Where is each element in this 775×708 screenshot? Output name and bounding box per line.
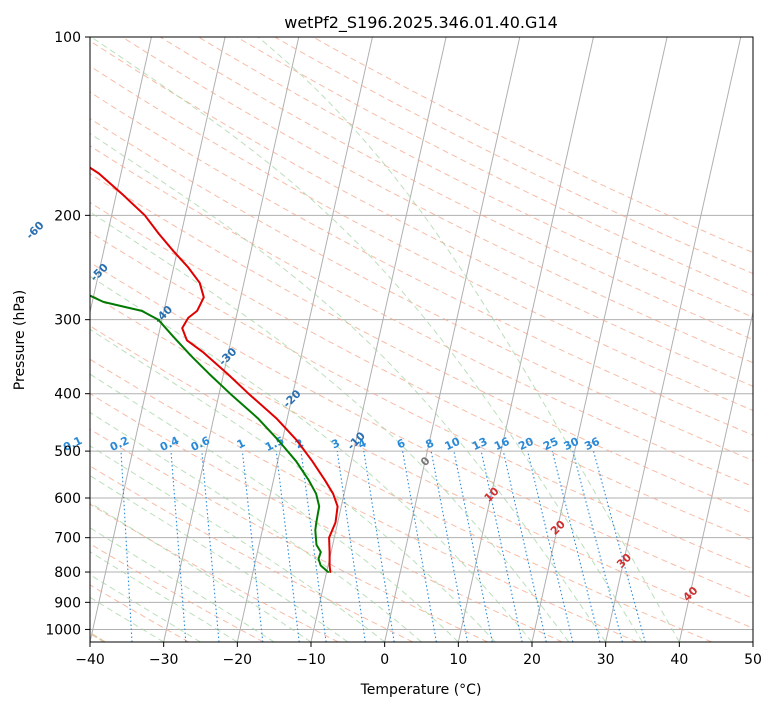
plot-frame <box>89 36 754 643</box>
dry-adiabat-line <box>312 37 753 254</box>
mixing-ratio-line <box>275 451 300 642</box>
y-tick-label: 100 <box>54 30 81 46</box>
x-tick-label: 20 <box>523 652 541 668</box>
mixing-ratio-line <box>480 450 523 642</box>
dry-adiabat-line <box>121 37 753 364</box>
isotherm-line <box>90 37 226 642</box>
mixing-ratio-line <box>502 450 547 642</box>
dry-adiabat-line <box>90 65 753 412</box>
x-tick-label: −30 <box>149 652 179 668</box>
y-axis-label: Pressure (hPa) <box>12 290 28 390</box>
y-tick-label: 600 <box>54 491 81 507</box>
moist-adiabat-line <box>90 445 386 642</box>
x-axis: −40 −30 −20 −10 0 10 20 30 40 50 <box>75 642 762 668</box>
background-lines <box>0 37 753 642</box>
isotherm-line <box>310 37 447 642</box>
dry-adiabat-line <box>90 293 753 629</box>
dry-adiabat-line <box>198 37 753 318</box>
mixing-ratio-label: 25 <box>541 435 560 453</box>
mixing-ratio-line <box>453 450 493 642</box>
isotherm-label: -60 <box>23 218 46 241</box>
mixing-ratio-line <box>402 451 437 642</box>
isotherm-line <box>384 37 521 642</box>
temperature-profile-line <box>90 166 339 573</box>
x-tick-label: 30 <box>597 652 615 668</box>
moist-adiabat-line <box>90 411 422 642</box>
mixing-ratio-label: 16 <box>492 435 512 453</box>
dry-adiabat-line <box>90 261 753 599</box>
x-tick-label: 40 <box>670 652 688 668</box>
dry-adiabat-line <box>90 231 753 570</box>
mixing-ratio-line <box>527 450 574 642</box>
isotherm-line <box>0 37 4 642</box>
dry-adiabat-line <box>90 325 712 642</box>
y-tick-label: 400 <box>54 387 81 403</box>
isotherm-line <box>752 639 753 642</box>
dry-adiabat-line <box>236 37 753 296</box>
dry-adiabat-line <box>90 91 753 436</box>
plot-background <box>90 37 753 642</box>
mixing-ratio-line <box>363 451 395 642</box>
x-tick-label: −40 <box>75 652 105 668</box>
moist-adiabat-line <box>90 211 570 642</box>
dry-adiabat-line <box>90 40 753 387</box>
isotherm-line <box>605 37 742 642</box>
y-tick-label: 1000 <box>45 622 81 638</box>
dry-adiabat-line <box>274 37 753 275</box>
moist-adiabat-line <box>90 37 643 642</box>
mixing-ratio-label: 20 <box>516 435 536 453</box>
mixing-ratio-label: 36 <box>582 435 602 453</box>
moist-adiabat-line <box>90 527 275 642</box>
moist-adiabat-line <box>90 373 459 642</box>
moist-adiabat-line <box>90 475 349 642</box>
isotherm-line <box>457 37 594 642</box>
chart-title: wetPf2_S196.2025.346.01.40.G14 <box>284 13 558 33</box>
dewpoint-profile-line <box>90 294 330 573</box>
moist-adiabat-line <box>90 132 607 642</box>
moist-adiabat-line <box>90 328 496 642</box>
mixing-ratio-line <box>430 450 469 642</box>
dry-adiabat-line <box>90 393 563 642</box>
x-tick-label: −10 <box>296 652 326 668</box>
mixing-ratio-label: 30 <box>562 435 582 453</box>
y-tick-label: 900 <box>54 595 81 611</box>
mixing-ratio-label: 10 <box>443 435 463 453</box>
dry-adiabat-line <box>90 503 339 642</box>
x-tick-label: 0 <box>380 652 389 668</box>
mixing-ratio-label: 13 <box>470 435 489 453</box>
moist-adiabat-line <box>257 37 680 642</box>
x-tick-label: −20 <box>223 652 253 668</box>
isotherm-line <box>531 37 668 642</box>
dry-adiabat-line <box>160 37 753 341</box>
y-axis: 100 200 300 400 500 600 700 800 900 1000 <box>45 30 90 638</box>
mixing-ratio-line <box>572 450 623 642</box>
y-tick-label: 200 <box>54 208 81 224</box>
mixing-ratio-line <box>336 451 366 642</box>
y-tick-label: 700 <box>54 531 81 547</box>
mixing-ratio-line <box>551 450 601 642</box>
isotherm-line <box>236 37 373 642</box>
isotherm-line <box>163 37 300 642</box>
series-lines <box>90 166 339 573</box>
y-tick-label: 500 <box>54 444 81 460</box>
dry-adiabat-line <box>90 118 753 462</box>
isotherm-line <box>678 309 753 642</box>
mixing-ratio-line <box>300 451 327 642</box>
y-tick-label: 800 <box>54 565 81 581</box>
x-tick-label: 10 <box>449 652 467 668</box>
x-axis-label: Temperature (°C) <box>360 682 482 698</box>
dry-adiabat-line <box>90 428 488 642</box>
mixing-ratio-line <box>592 450 646 642</box>
isotherm-line <box>90 37 152 315</box>
x-tick-label: 50 <box>744 652 762 668</box>
y-tick-label: 300 <box>54 313 81 329</box>
